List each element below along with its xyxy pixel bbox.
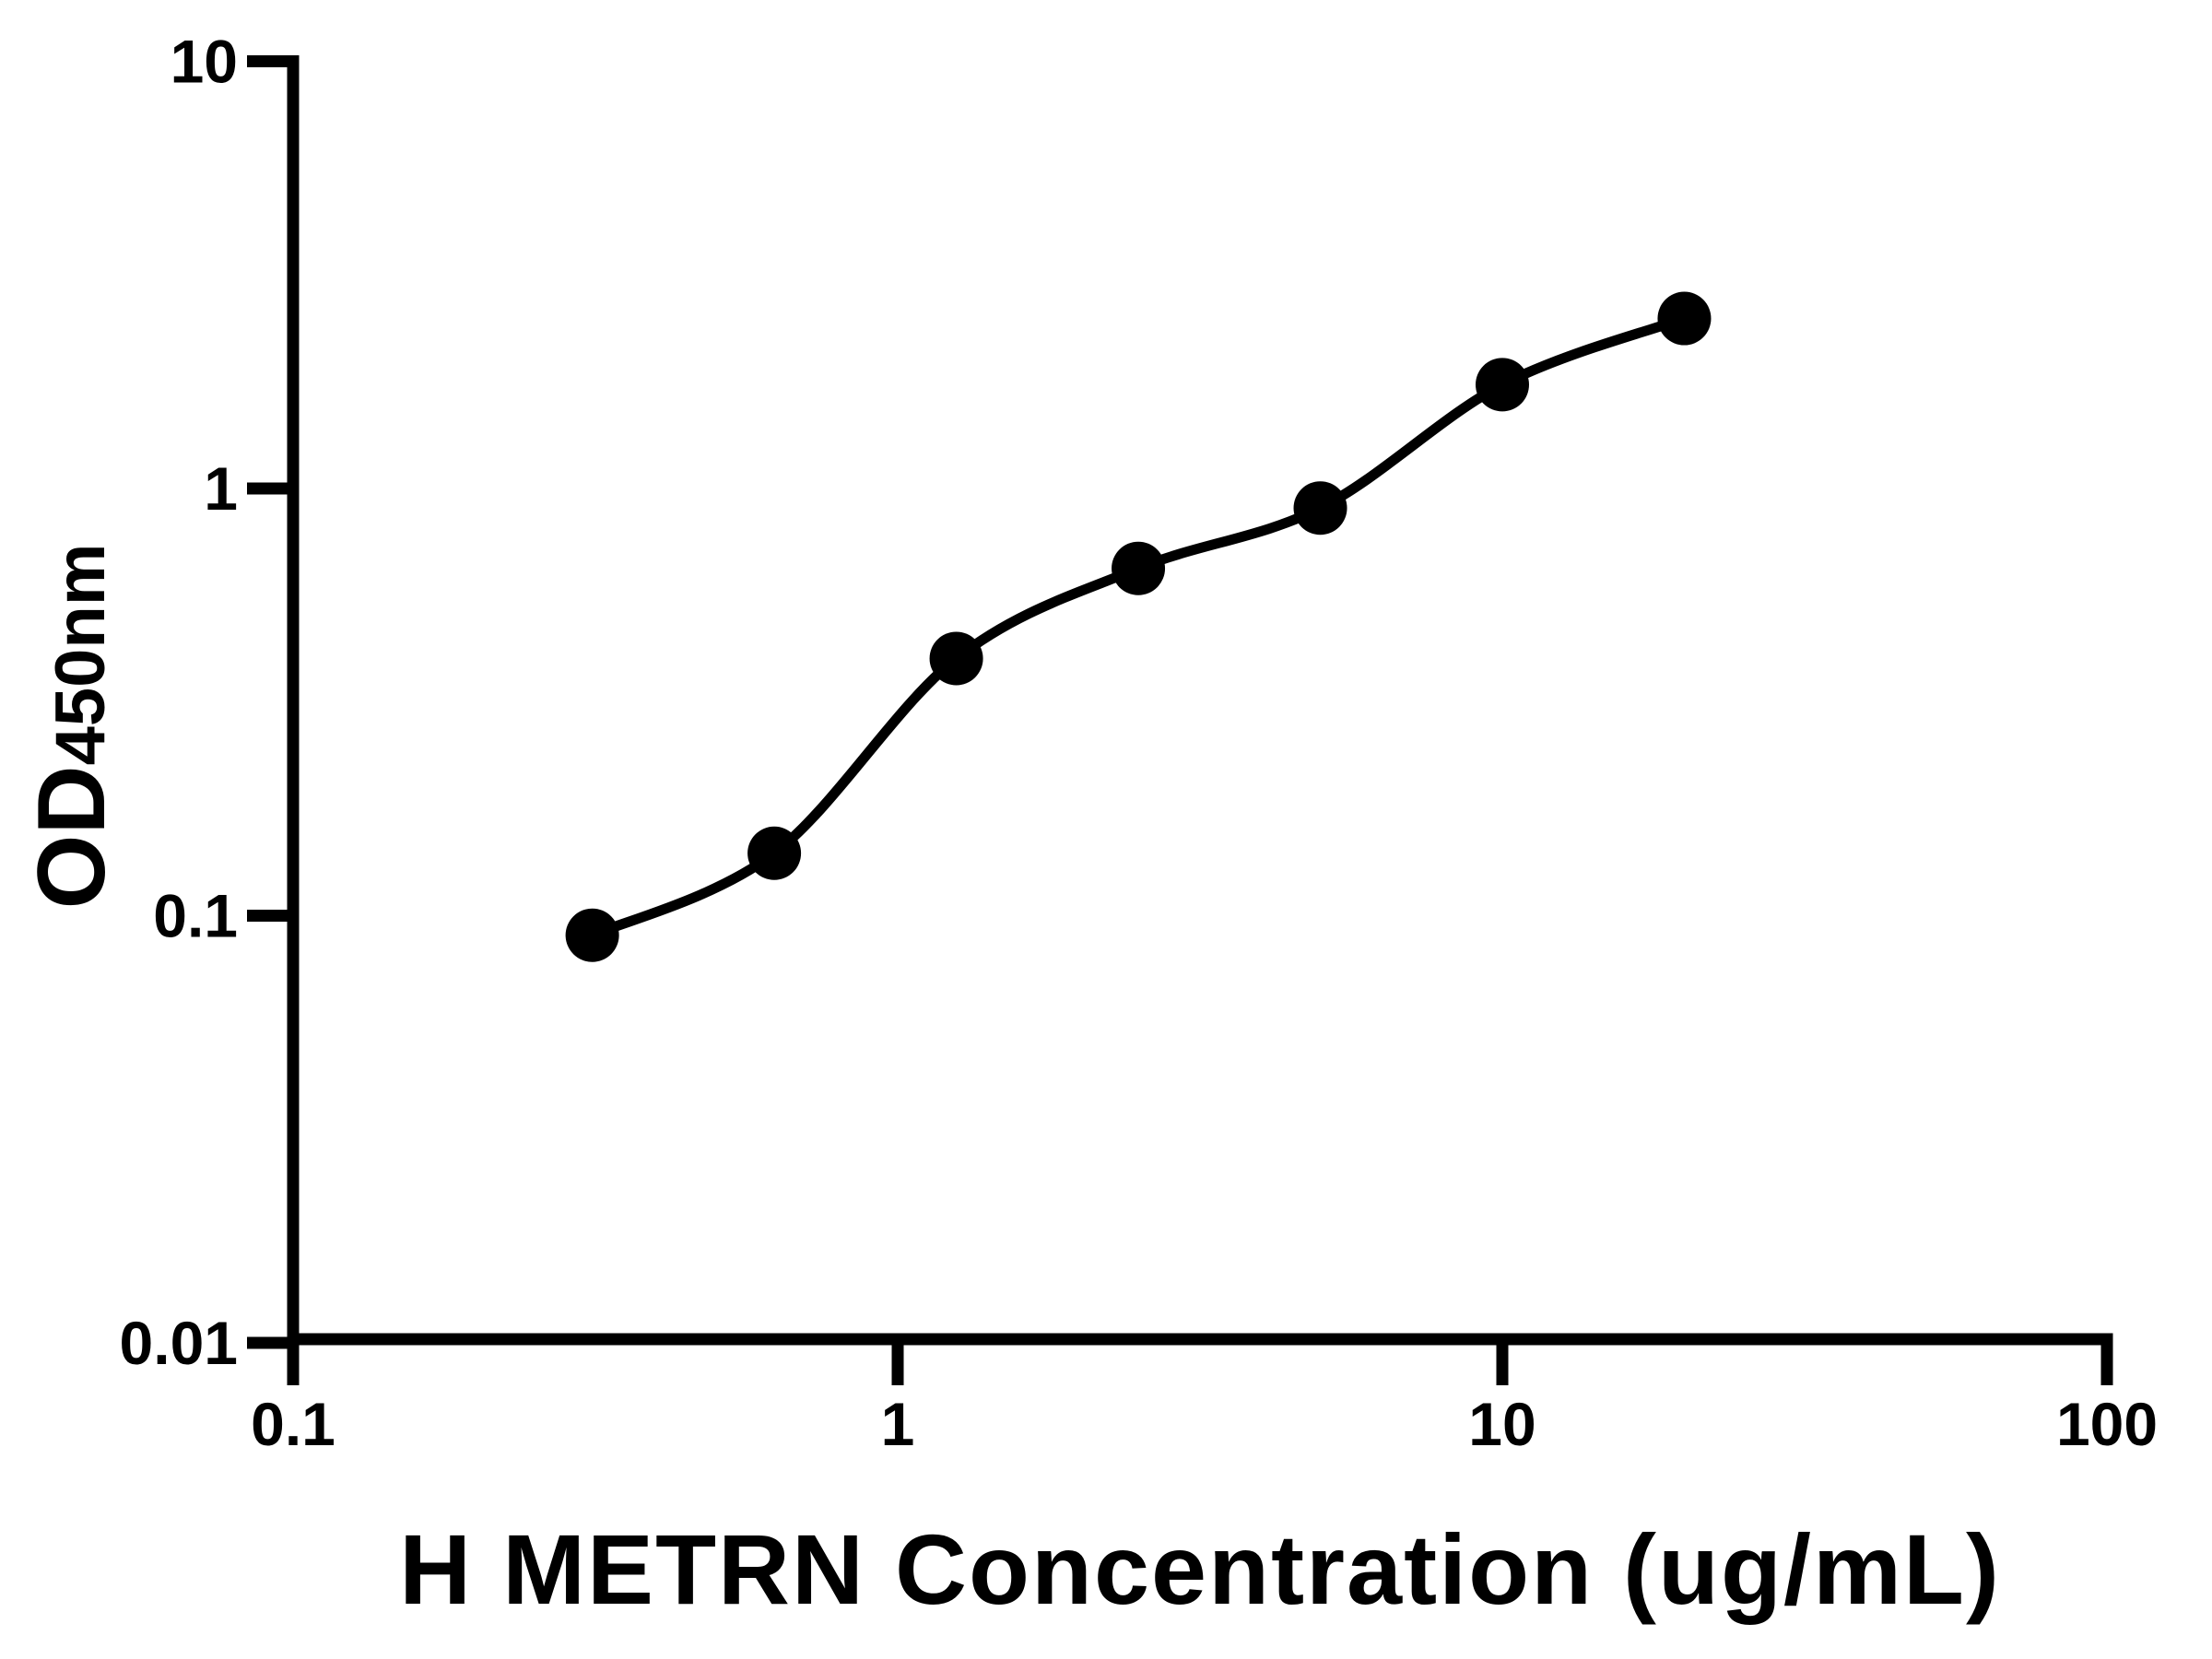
y-axis-title: OD450nm	[18, 544, 125, 910]
x-tick-label: 0.1	[251, 1390, 335, 1458]
y-tick-label: 1	[204, 454, 238, 523]
x-axis-ticks: 0.1 1 10 100	[251, 1339, 2158, 1458]
data-point	[1657, 291, 1712, 346]
data-point	[1476, 358, 1529, 412]
x-tick-label: 100	[2056, 1390, 2158, 1458]
data-point	[565, 908, 619, 962]
y-axis-title-sub: 450nm	[41, 544, 120, 766]
data-point	[929, 631, 983, 686]
y-axis-title-main: OD	[18, 765, 125, 909]
y-tick-label: 0.01	[120, 1309, 238, 1377]
x-tick-label: 10	[1468, 1390, 1535, 1458]
data-points	[565, 291, 1712, 962]
x-tick-label: 1	[881, 1390, 915, 1458]
y-tick-label: 0.1	[153, 882, 238, 950]
data-point	[1293, 481, 1347, 535]
x-axis-title: H METRN Concentration (ug/mL)	[399, 1513, 2001, 1625]
y-axis-ticks: 0.01 0.1 1 10	[120, 28, 293, 1377]
data-point	[1112, 541, 1166, 595]
data-point	[747, 826, 802, 880]
y-tick-label: 10	[171, 28, 238, 96]
